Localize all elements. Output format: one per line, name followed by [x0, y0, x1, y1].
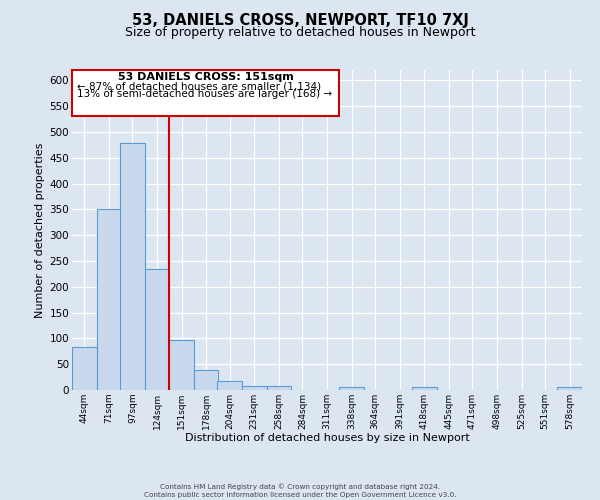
Bar	[412, 388, 437, 390]
X-axis label: Distribution of detached houses by size in Newport: Distribution of detached houses by size …	[185, 434, 469, 444]
Y-axis label: Number of detached properties: Number of detached properties	[35, 142, 46, 318]
Text: 13% of semi-detached houses are larger (168) →: 13% of semi-detached houses are larger (…	[77, 88, 332, 99]
Text: 53, DANIELS CROSS, NEWPORT, TF10 7XJ: 53, DANIELS CROSS, NEWPORT, TF10 7XJ	[131, 12, 469, 28]
Bar	[339, 388, 364, 390]
Bar	[169, 340, 194, 390]
Bar	[194, 370, 218, 390]
Text: ← 87% of detached houses are smaller (1,134): ← 87% of detached houses are smaller (1,…	[77, 82, 322, 92]
Bar	[266, 386, 291, 390]
Text: Contains HM Land Registry data © Crown copyright and database right 2024.
Contai: Contains HM Land Registry data © Crown c…	[144, 484, 456, 498]
Bar	[72, 347, 97, 390]
Text: 53 DANIELS CROSS: 151sqm: 53 DANIELS CROSS: 151sqm	[118, 72, 293, 82]
Bar	[242, 386, 266, 390]
Bar	[557, 388, 582, 390]
Bar	[97, 210, 121, 390]
FancyBboxPatch shape	[72, 70, 339, 116]
Text: Size of property relative to detached houses in Newport: Size of property relative to detached ho…	[125, 26, 475, 39]
Bar	[217, 380, 242, 390]
Bar	[120, 144, 145, 390]
Bar	[145, 268, 169, 390]
